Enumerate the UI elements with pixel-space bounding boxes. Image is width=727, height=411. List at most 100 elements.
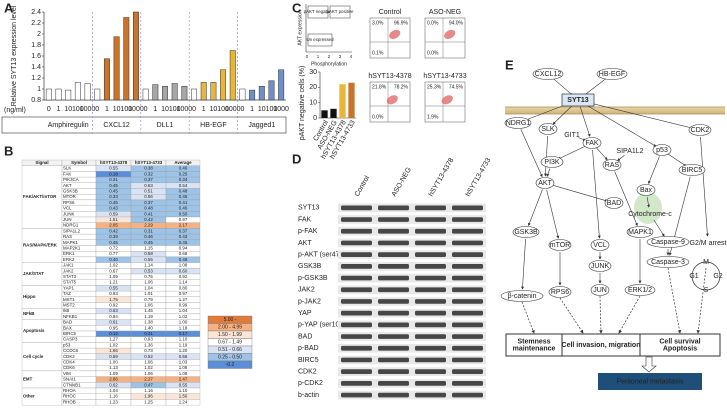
table-text: 0.45: [179, 240, 188, 245]
pathway-arrow: [553, 78, 574, 96]
table-text: 0.45: [179, 194, 188, 199]
blot-row-label: GSK3B: [298, 263, 322, 270]
table-header: hSYT13-4378: [100, 160, 128, 165]
bar: [45, 88, 52, 101]
node: [602, 159, 622, 171]
table-text: IkB: [63, 308, 69, 313]
node-label: S: [704, 287, 709, 294]
table-text: 1.40: [144, 325, 153, 330]
blot-band: [341, 299, 372, 304]
pathway-arrow: [667, 153, 687, 167]
outcome-label: maintenance: [513, 345, 556, 352]
legend-label: 2.00 - 4.99: [218, 325, 242, 331]
blot-strip: [338, 215, 486, 224]
x-tick-label: 1: [105, 106, 109, 113]
table-text: 0.17: [179, 331, 188, 336]
node-label: RAS: [605, 162, 620, 169]
table-text: 0.95: [109, 325, 118, 330]
node: [624, 284, 656, 296]
blot-band: [341, 287, 372, 293]
blot-band: [415, 357, 446, 363]
x-tick-label: 1: [250, 106, 254, 113]
node: [688, 124, 712, 136]
bar: [191, 88, 198, 101]
bar: [268, 80, 275, 101]
table-text: CDK2: [63, 354, 75, 359]
y-tick-label: 10: [309, 100, 317, 107]
node: [512, 226, 540, 238]
blot-band: [378, 287, 409, 293]
legend-label: Amphiregulin: [48, 122, 89, 129]
node: [604, 197, 624, 209]
blot-band: [341, 205, 372, 211]
table-text: 1.01: [144, 291, 153, 296]
table-text: MAPK1: [63, 240, 78, 245]
bar: [171, 83, 178, 101]
y-tick-label: 2.2: [31, 20, 41, 27]
table-text: 0.53: [144, 268, 153, 273]
quadrant-value: 0.0%: [427, 20, 439, 26]
table-text: RPS6: [63, 200, 75, 205]
pathway-arrow: [527, 189, 543, 227]
x-tick-label: 1: [153, 106, 157, 113]
node-label: GSK3B: [514, 229, 538, 236]
node: [538, 123, 558, 135]
table-text: 0.31: [109, 177, 118, 182]
blot-band: [341, 381, 372, 386]
blot-band: [452, 299, 483, 304]
node: [646, 256, 690, 268]
x-tick-label: 0: [240, 106, 244, 113]
table-text: 0.47: [144, 382, 153, 387]
pathway-arrow: [592, 149, 601, 239]
table-text: 0.58: [144, 251, 153, 256]
legend-label: 0.25 - 0.50: [218, 355, 242, 361]
legend-label: 0.67 - 1.49: [218, 340, 242, 346]
blot-row-label: p-FAK: [298, 228, 318, 235]
schematic-box-label: pAKT negative: [304, 9, 333, 14]
y-tick-label: 1: [37, 86, 41, 93]
table-text: SNAI1: [63, 377, 76, 382]
x-tick-label: 100: [120, 106, 132, 113]
table-text: 0.68: [179, 251, 188, 256]
blot-row-label: FAK: [298, 216, 312, 223]
y-tick-label: 1.2: [31, 75, 41, 82]
node: [678, 164, 706, 176]
table-text: 0.93: [144, 337, 153, 342]
table-text: 1.02: [144, 365, 153, 370]
schematic-tick: 0: [306, 54, 309, 59]
blot-band: [415, 217, 446, 222]
blot-strip: [338, 355, 486, 365]
blot-band: [378, 205, 409, 211]
pathway-arrow: [646, 196, 650, 208]
blot-row-label: AKT: [298, 240, 312, 247]
table-text: 0.97: [179, 291, 188, 296]
pathway-arrow: [546, 168, 551, 177]
table-text: 1.14: [179, 280, 188, 285]
table-header: Signal: [35, 160, 48, 165]
table-text: 0.61: [109, 320, 118, 325]
table-text: 1.14: [144, 263, 153, 268]
node: [626, 226, 654, 238]
table-text: 0.56: [144, 194, 153, 199]
table-text: 0.63: [144, 183, 153, 188]
table-text: JUNK: [63, 211, 75, 216]
node-label: p53: [656, 147, 668, 154]
table-text: 0.93: [109, 291, 118, 296]
blot-strip: [338, 379, 486, 388]
pathway-arrow: [521, 238, 526, 290]
blot-band: [452, 392, 483, 398]
blot-band: [341, 275, 372, 281]
blot-band: [452, 334, 483, 339]
blot-band: [341, 322, 372, 328]
x-tick-label: 1000: [225, 106, 241, 113]
table-text: VCL: [63, 206, 72, 211]
table-text: 0.42: [109, 228, 118, 233]
schematic-tick: 2: [328, 54, 331, 59]
blot-strip: [338, 273, 486, 283]
x-tick-label: 0: [47, 106, 51, 113]
y-tick-label: 0.8: [31, 97, 41, 104]
table-text: 0.39: [109, 234, 118, 239]
table-text: 1.06: [144, 371, 153, 376]
node-label: Caspase-3: [651, 259, 685, 266]
